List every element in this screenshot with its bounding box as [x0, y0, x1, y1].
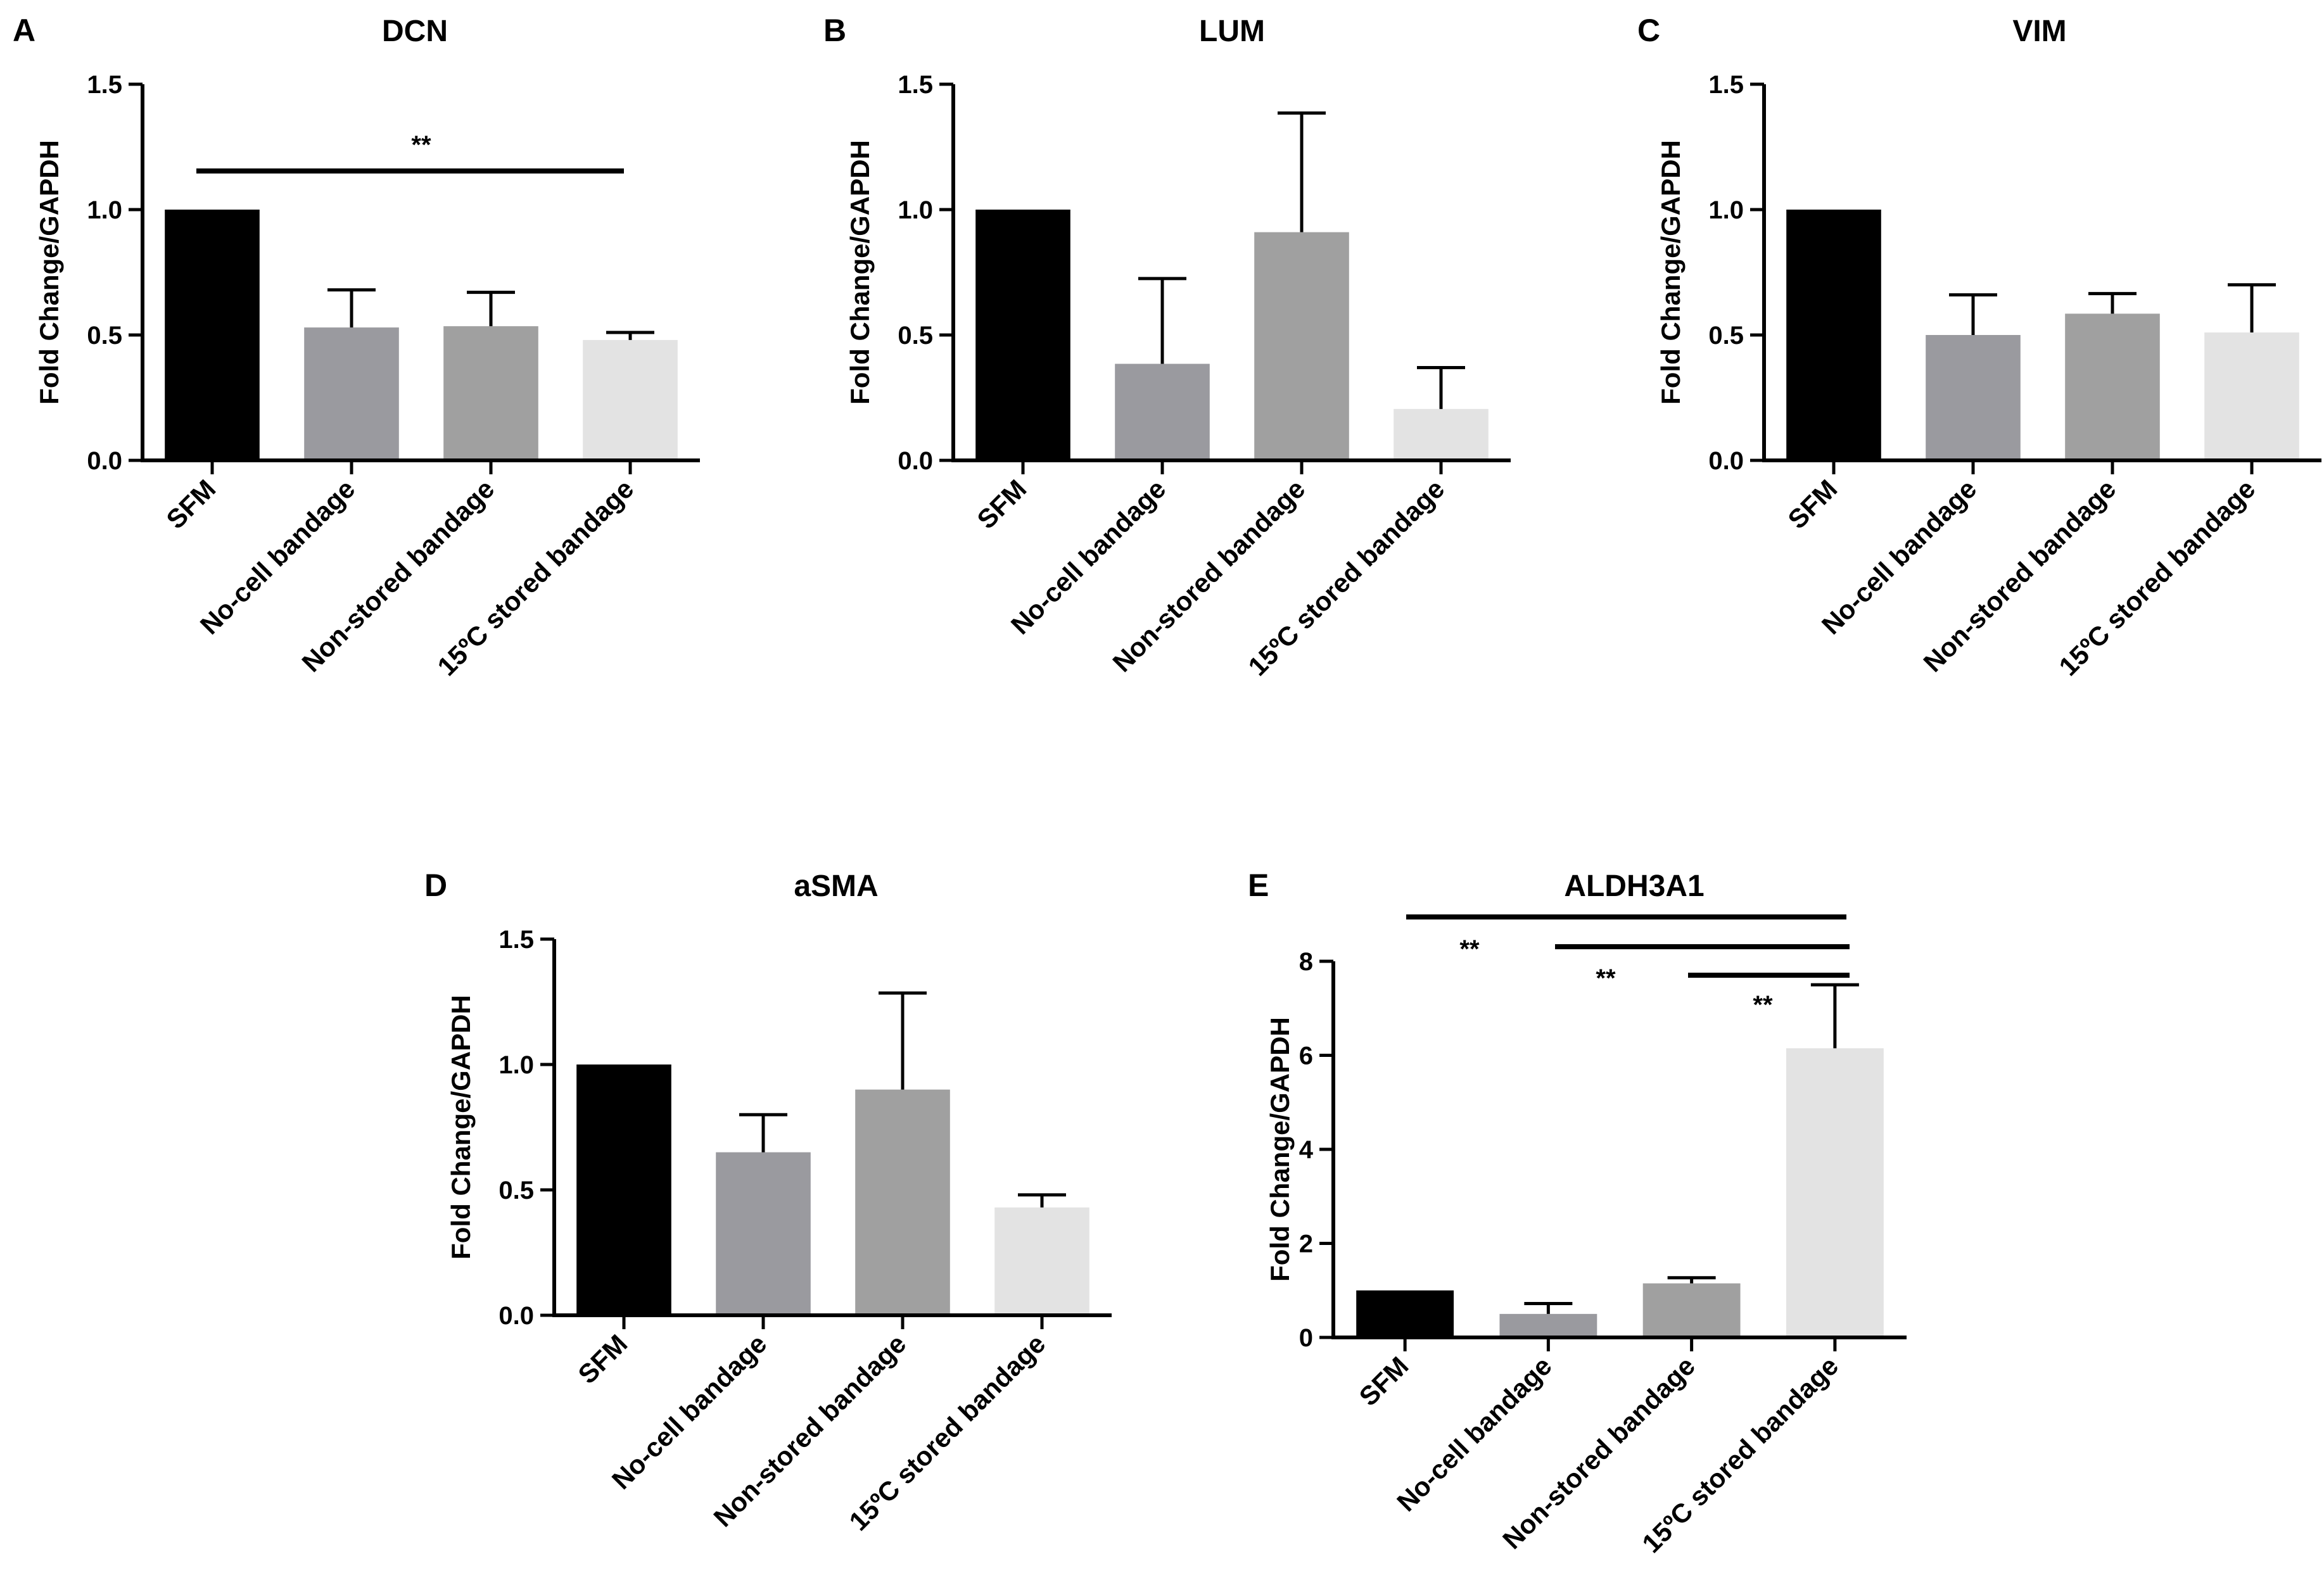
panel-a-ytick-label-2: 1.0 — [87, 196, 122, 224]
panel-c-ylabel: Fold Change/GAPDH — [1656, 140, 1686, 405]
panel-e-bar-3 — [1642, 1283, 1741, 1337]
panel-b-ylabel: Fold Change/GAPDH — [845, 140, 875, 405]
panel-b-bar-3 — [1254, 232, 1349, 460]
panel-c-ytick-label-1: 0.5 — [1708, 322, 1744, 350]
panel-e-bar-4 — [1786, 1048, 1884, 1337]
panel-a-bar-4 — [583, 339, 678, 460]
panel-a-bar-3 — [443, 326, 538, 460]
panel-e-bar-2 — [1499, 1313, 1597, 1337]
panel-b-bar-2 — [1115, 363, 1210, 460]
panel-e-ytick-label-2: 4 — [1299, 1136, 1314, 1164]
panel-e-title: ALDH3A1 — [1564, 869, 1704, 903]
panel-a-ytick-label-1: 0.5 — [87, 322, 122, 350]
panel-e-xtick-label-1: SFM — [1354, 1351, 1414, 1412]
panel-b-ytick-label-1: 0.5 — [898, 322, 933, 350]
panel-b-ytick-label-0: 0.0 — [898, 447, 933, 475]
panel-d-xtick-label-2: No-cell bandage — [606, 1329, 773, 1495]
panel-e-ylabel: Fold Change/GAPDH — [1265, 1017, 1295, 1282]
panel-e-letter: E — [1248, 868, 1269, 903]
panel-e-ytick-label-0: 0 — [1299, 1324, 1313, 1352]
panel-d-bar-3 — [855, 1089, 950, 1315]
panel-c-bar-4 — [2204, 332, 2299, 460]
panel-d-ytick-label-2: 1.0 — [498, 1051, 534, 1079]
panel-b-ytick-label-3: 1.5 — [898, 71, 933, 99]
panel-d-ytick-label-1: 0.5 — [498, 1177, 534, 1204]
panel-c-ytick-label-3: 1.5 — [1708, 71, 1744, 99]
panel-a-letter: A — [13, 13, 35, 48]
panel-a-bar-1 — [165, 210, 260, 460]
panel-a-ytick-label-3: 1.5 — [87, 71, 122, 99]
panel-d-bar-1 — [576, 1064, 671, 1315]
panel-e-sig-label-1: ** — [1459, 935, 1480, 963]
panel-c-title: VIM — [2012, 15, 2066, 48]
panel-b-bar-1 — [975, 210, 1070, 460]
panel-c-xtick-label-1: SFM — [1782, 474, 1843, 534]
panel-d-xtick-label-1: SFM — [572, 1329, 633, 1389]
panel-e-ytick-label-3: 6 — [1299, 1042, 1313, 1070]
panel-b-xtick-label-1: SFM — [971, 474, 1032, 534]
panel-e-xtick-label-2: No-cell bandage — [1391, 1351, 1558, 1517]
panel-a-bar-2 — [304, 327, 399, 460]
panel-c-bar-1 — [1786, 210, 1881, 460]
panel-e-sig-label-2: ** — [1596, 964, 1616, 992]
panel-c-xtick-label-2: No-cell bandage — [1816, 474, 1983, 640]
panel-a-sig-label-1: ** — [411, 131, 431, 159]
panel-a-xtick-label-1: SFM — [160, 474, 221, 534]
panel-e-ytick-label-4: 8 — [1299, 948, 1313, 976]
panel-d-ytick-label-0: 0.0 — [498, 1302, 534, 1330]
panel-a-ytick-label-0: 0.0 — [87, 447, 122, 475]
panel-e-ytick-label-1: 2 — [1299, 1230, 1313, 1258]
panel-e-sig-label-3: ** — [1753, 991, 1773, 1019]
panel-d-bar-4 — [994, 1207, 1089, 1315]
panel-e-bar-1 — [1356, 1290, 1454, 1337]
panel-b-bar-4 — [1394, 408, 1489, 460]
panel-a-xtick-label-2: No-cell bandage — [194, 474, 361, 640]
panel-d-ylabel: Fold Change/GAPDH — [446, 995, 476, 1260]
panel-b-letter: B — [823, 13, 846, 48]
panel-c-bar-2 — [1926, 335, 2021, 460]
panel-d-letter: D — [424, 868, 447, 903]
panel-d-bar-2 — [716, 1152, 811, 1315]
panel-b-ytick-label-2: 1.0 — [898, 196, 933, 224]
panel-c-bar-3 — [2065, 313, 2160, 460]
panel-c-ytick-label-2: 1.0 — [1708, 196, 1744, 224]
panel-d-ytick-label-3: 1.5 — [498, 926, 534, 954]
panel-c-letter: C — [1637, 13, 1660, 48]
panel-b-xtick-label-2: No-cell bandage — [1005, 474, 1172, 640]
panel-a-title: DCN — [382, 15, 448, 48]
panel-c-ytick-label-0: 0.0 — [1708, 447, 1744, 475]
panel-b-title: LUM — [1199, 15, 1265, 48]
panel-d-title: aSMA — [794, 869, 878, 903]
panel-a-ylabel: Fold Change/GAPDH — [34, 140, 64, 405]
